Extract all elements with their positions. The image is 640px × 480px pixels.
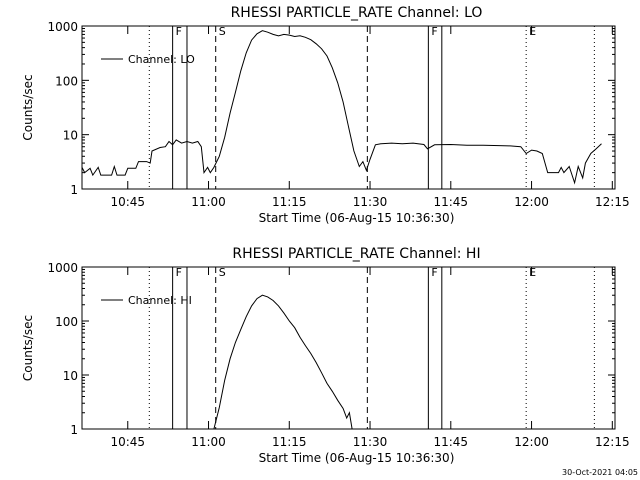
chart-panel-hi: RHESSI PARTICLE_RATE Channel: HI F S F E 1 10 1… (21, 246, 630, 465)
x-tick-label: 11:45 (433, 435, 468, 449)
y-axis-label: Counts/sec (21, 315, 35, 381)
event-marker-label: F (431, 266, 437, 279)
x-tick-label: 11:00 (191, 195, 226, 209)
x-tick-label: 12:00 (514, 435, 549, 449)
event-marker-label: S (219, 25, 226, 38)
y-tick-label: 100 (55, 74, 78, 88)
x-tick-label: 11:45 (433, 195, 468, 209)
y-tick-label: 1 (70, 423, 78, 437)
event-marker-label: F (176, 266, 182, 279)
event-marker-label: F (176, 25, 182, 38)
event-marker-label: F (431, 25, 437, 38)
x-tick-label: 10:45 (110, 435, 145, 449)
legend-label: Channel: HI (128, 294, 192, 307)
data-series-line (213, 294, 353, 430)
y-tick-label: 100 (55, 315, 78, 329)
chart-panel-lo: RHESSI PARTICLE_RATE Channel: LO F S F E 1 10 1… (21, 5, 630, 225)
x-axis-label: Start Time (06-Aug-15 10:36:30) (259, 211, 455, 225)
y-tick-label: 10 (63, 129, 78, 143)
event-marker-label: E (529, 266, 536, 279)
y-tick-label: 1 (70, 183, 78, 197)
chart-title: RHESSI PARTICLE_RATE Channel: LO (231, 5, 483, 21)
event-marker-label: E (529, 25, 536, 38)
event-marker-label: S (219, 266, 226, 279)
timestamp: 30-Oct-2021 04:05 (562, 468, 638, 477)
x-tick-label: 10:45 (110, 195, 145, 209)
y-axis-label: Counts/sec (21, 74, 35, 140)
x-tick-label: 12:15 (595, 195, 630, 209)
chart-title: RHESSI PARTICLE_RATE Channel: HI (232, 246, 480, 262)
data-series-line (81, 30, 602, 185)
x-tick-label: 12:00 (514, 195, 549, 209)
y-tick-label: 10 (63, 369, 78, 383)
y-tick-label: 1000 (47, 20, 78, 34)
plot-frame (81, 266, 616, 430)
x-axis-label: Start Time (06-Aug-15 10:36:30) (259, 451, 455, 465)
plot-frame (81, 25, 616, 190)
x-tick-label: 11:30 (353, 435, 388, 449)
x-tick-label: 11:15 (272, 435, 307, 449)
x-tick-label: 12:15 (595, 435, 630, 449)
x-tick-label: 11:15 (272, 195, 307, 209)
x-tick-label: 11:30 (353, 195, 388, 209)
y-tick-label: 1000 (47, 261, 78, 275)
x-tick-label: 11:00 (191, 435, 226, 449)
legend-label: Channel: LO (128, 53, 195, 66)
